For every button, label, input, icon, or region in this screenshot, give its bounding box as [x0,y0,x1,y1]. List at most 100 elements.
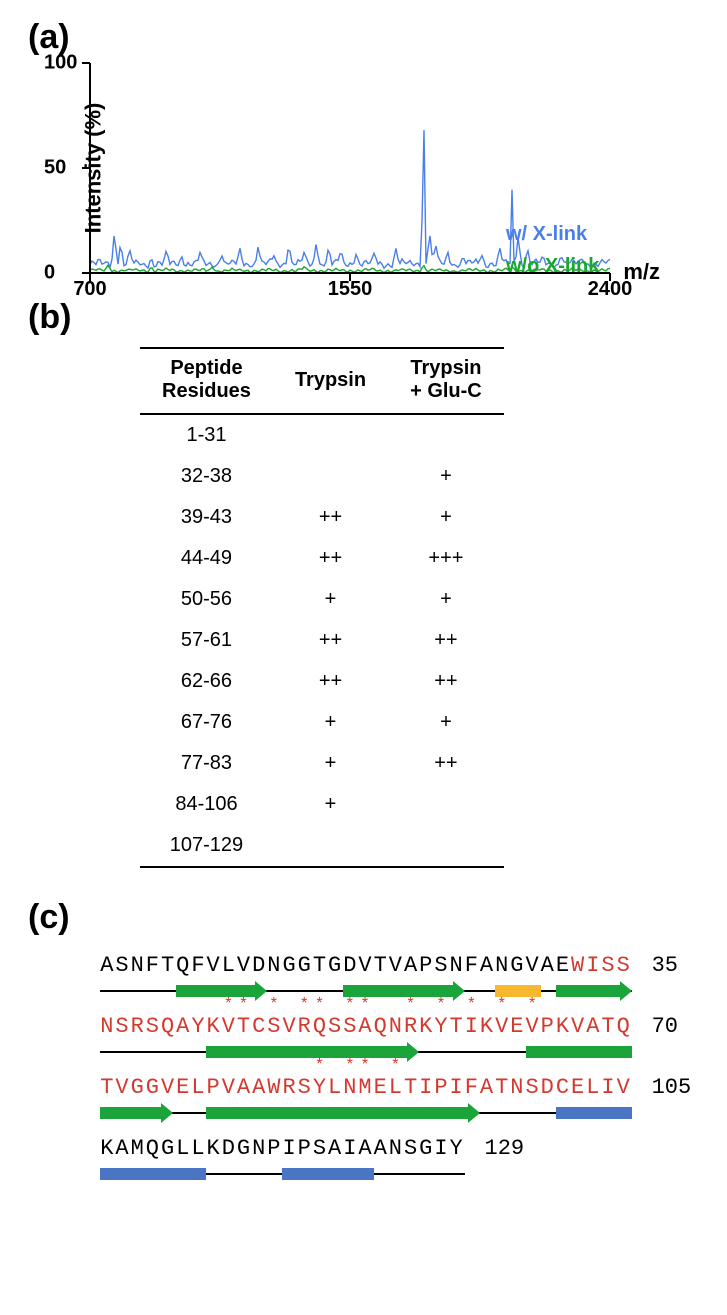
residue: D [540,1077,555,1099]
residue: L* [389,1077,404,1099]
score-cell: + [273,702,388,743]
ss-strand [100,1107,161,1119]
residue: A [237,1077,252,1099]
residue: T [313,955,328,977]
ytick-label: 50 [44,157,66,180]
xtick-label: 700 [73,278,106,301]
panel-c-label: (c) [28,898,707,937]
residue: R* [404,1016,419,1038]
score-cell: + [273,743,388,784]
residue: S [313,1138,328,1160]
residue-range: 39-43 [140,497,273,538]
ss-helix [282,1168,373,1180]
residue: N [389,1138,404,1160]
residue: S [115,955,130,977]
residue: Y* [434,1016,449,1038]
residue-range: 77-83 [140,743,273,784]
ss-strand [206,1046,407,1058]
residue: V [237,955,252,977]
residue: S [434,955,449,977]
sequence-row: KAMQGLLKDGNPIPSAIAANSGIY129 [100,1136,707,1161]
residue: D [252,955,267,977]
residue: E [373,1077,388,1099]
sequence-letters: KAMQGLLKDGNPIPSAIAANSGIY [100,1136,465,1161]
star-icon: * [434,996,449,1012]
residue: I [586,955,601,977]
spectrum-chart: Intensity (%) m/z w/ X-linkw/o X-link050… [90,63,610,273]
residue: S [328,1016,343,1038]
residue: S [525,1077,540,1099]
residue: A [328,1138,343,1160]
residue: V [571,1016,586,1038]
ss-arrow-head-icon [255,981,267,1001]
residue: Y [191,1016,206,1038]
residue: P [206,1077,221,1099]
residue: G [161,1138,176,1160]
ss-arrow-head-icon [453,981,465,1001]
col-header-0: PeptideResidues [140,348,273,414]
residue: V [282,1016,297,1038]
residue: V* [525,1016,540,1038]
residue: A [358,1138,373,1160]
score-cell: + [388,456,504,497]
star-icon: * [313,996,328,1012]
residue-range: 57-61 [140,620,273,661]
residue: G [419,1138,434,1160]
panel-b-label: (b) [28,298,707,337]
score-cell: + [388,497,504,538]
ss-arrow-head-icon [620,981,632,1001]
table-row: 107-129 [140,825,504,867]
residue: A [480,955,495,977]
residue: E [571,1077,586,1099]
residue: L [191,1138,206,1160]
residue: Y [449,1138,464,1160]
residue: Y* [313,1077,328,1099]
score-cell: ++ [273,497,388,538]
residue: I [434,1138,449,1160]
table-row: 1-31 [140,414,504,456]
table-row: 39-43+++ [140,497,504,538]
residue: E [176,1077,191,1099]
residue: A [404,955,419,977]
residue: T [373,955,388,977]
residue: K [100,1138,115,1160]
ss-helix [556,1107,632,1119]
score-cell: + [273,784,388,825]
star-icon: * [404,996,419,1012]
residue: G [130,1077,145,1099]
table-row: 62-66++++ [140,661,504,702]
residue: P [297,1138,312,1160]
legend-with-xlink: w/ X-link [506,223,587,246]
ytick-label: 0 [44,262,55,285]
residue: E [510,1016,525,1038]
residue: C [556,1077,571,1099]
residue: V [115,1077,130,1099]
residue: R [130,1016,145,1038]
residue: N [252,1138,267,1160]
star-icon: * [343,1057,358,1073]
residue: A [176,1016,191,1038]
star-icon: * [495,996,510,1012]
residue: T [449,1016,464,1038]
residue-range: 62-66 [140,661,273,702]
residue: N [267,955,282,977]
residue: A [373,1138,388,1160]
sequence-row: TVGGVELPVAAWRSY*LN*M*EL*TIPIFATNSDCELIV1… [100,1075,707,1100]
residue: K [556,1016,571,1038]
legend-without-xlink: w/o X-link [506,255,599,278]
xtick-label: 2400 [588,278,633,301]
residue: I [343,1138,358,1160]
residue: L [222,955,237,977]
residue: Q [616,1016,631,1038]
residue: A [115,1138,130,1160]
residue: G [297,955,312,977]
residue: S [297,1077,312,1099]
score-cell: ++ [388,661,504,702]
residue: Q [146,1138,161,1160]
row-end-number: 105 [652,1075,692,1100]
residue-range: 67-76 [140,702,273,743]
star-icon: * [389,1057,404,1073]
residue: I [282,1138,297,1160]
residue: S [601,955,616,977]
residue: I* [465,1016,480,1038]
